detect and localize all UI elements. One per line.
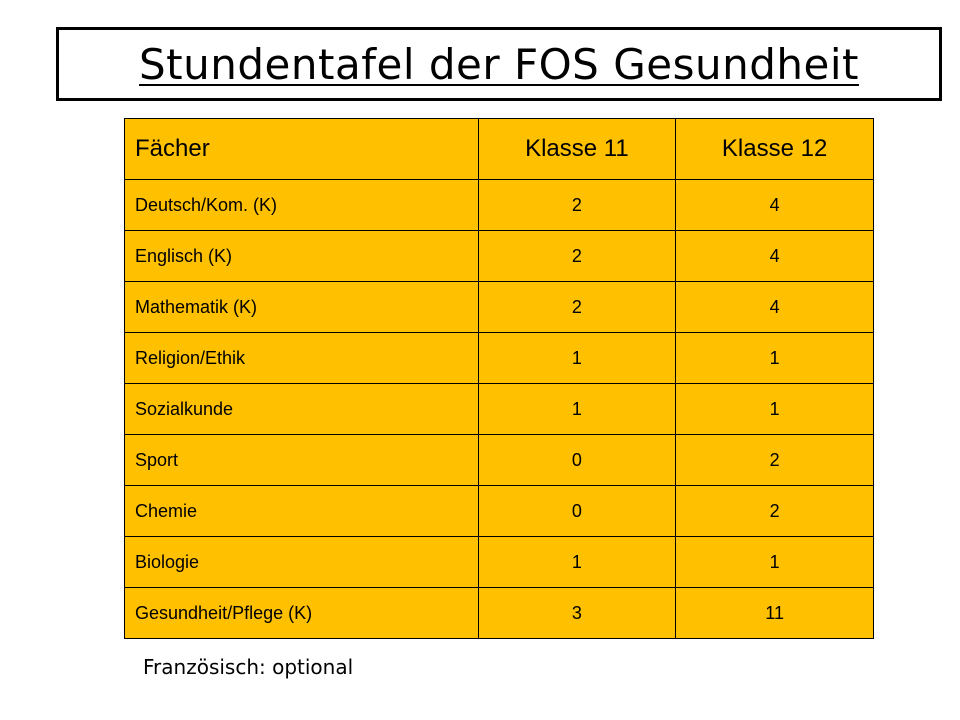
klasse-12-cell: 2 <box>675 485 874 537</box>
klasse-12-cell: 1 <box>675 383 874 435</box>
title-box: Stundentafel der FOS Gesundheit <box>56 27 942 101</box>
table-row: Englisch (K) 2 4 <box>124 230 874 282</box>
timetable: Fächer Klasse 11 Klasse 12 Deutsch/Kom. … <box>124 118 874 639</box>
klasse-12-cell: 1 <box>675 332 874 384</box>
subject-cell: Englisch (K) <box>124 230 479 282</box>
klasse-12-cell: 4 <box>675 179 874 231</box>
subject-cell: Deutsch/Kom. (K) <box>124 179 479 231</box>
table-row: Biologie 1 1 <box>124 536 874 588</box>
klasse-11-cell: 1 <box>477 536 677 588</box>
table-row: Sport 0 2 <box>124 434 874 486</box>
klasse-11-cell: 2 <box>477 281 677 333</box>
page-title: Stundentafel der FOS Gesundheit <box>139 39 859 89</box>
subject-cell: Chemie <box>124 485 479 537</box>
klasse-11-cell: 0 <box>477 434 677 486</box>
table-row: Sozialkunde 1 1 <box>124 383 874 435</box>
table-header-row: Fächer Klasse 11 Klasse 12 <box>124 118 874 180</box>
klasse-11-cell: 1 <box>477 332 677 384</box>
subject-cell: Gesundheit/Pflege (K) <box>124 587 479 639</box>
table-row: Religion/Ethik 1 1 <box>124 332 874 384</box>
klasse-12-cell: 1 <box>675 536 874 588</box>
subject-cell: Sport <box>124 434 479 486</box>
klasse-12-cell: 11 <box>675 587 874 639</box>
subject-cell: Sozialkunde <box>124 383 479 435</box>
table-row: Deutsch/Kom. (K) 2 4 <box>124 179 874 231</box>
subject-cell: Religion/Ethik <box>124 332 479 384</box>
column-header-subjects: Fächer <box>124 118 479 180</box>
klasse-11-cell: 2 <box>477 179 677 231</box>
footnote-note: Französisch: optional <box>143 655 354 679</box>
subject-cell: Biologie <box>124 536 479 588</box>
subject-cell: Mathematik (K) <box>124 281 479 333</box>
klasse-11-cell: 1 <box>477 383 677 435</box>
table-row: Gesundheit/Pflege (K) 3 11 <box>124 587 874 639</box>
klasse-11-cell: 3 <box>477 587 677 639</box>
klasse-11-cell: 2 <box>477 230 677 282</box>
klasse-12-cell: 4 <box>675 281 874 333</box>
klasse-11-cell: 0 <box>477 485 677 537</box>
table-row: Chemie 0 2 <box>124 485 874 537</box>
table-row: Mathematik (K) 2 4 <box>124 281 874 333</box>
column-header-klasse-12: Klasse 12 <box>675 118 874 180</box>
klasse-12-cell: 2 <box>675 434 874 486</box>
klasse-12-cell: 4 <box>675 230 874 282</box>
column-header-klasse-11: Klasse 11 <box>477 118 677 180</box>
